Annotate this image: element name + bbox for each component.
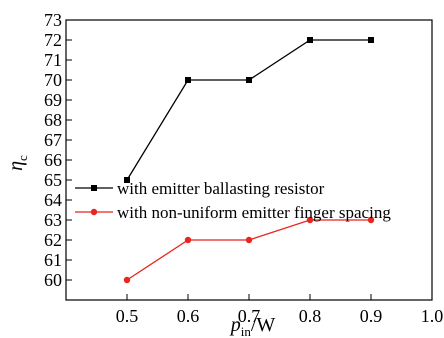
y-axis-label: ηc [5, 155, 30, 171]
y-tick-label: 69 [44, 90, 62, 110]
y-axis-label-sub: c [15, 155, 30, 161]
y-axis-label-main: η [5, 161, 27, 171]
series-1-point [368, 37, 374, 43]
y-tick-label: 63 [44, 210, 62, 230]
series-1-point [246, 77, 252, 83]
series-2-point [184, 236, 192, 244]
plot-frame [65, 19, 433, 301]
chart-axis-labels: pin/W ηc [5, 155, 275, 338]
y-tick-label: 64 [44, 190, 62, 210]
chart-axes [65, 19, 433, 301]
chart-ticks: 0.5 0.6 0.7 0.8 0.9 1.0 6061626364656667686970… [44, 10, 443, 326]
legend-2-marker [90, 208, 98, 216]
y-tick-label: 66 [44, 150, 62, 170]
y-tick-label: 68 [44, 110, 62, 130]
legend-1-marker [91, 185, 97, 191]
x-tick-label: 0.9 [360, 306, 383, 326]
y-tick-label: 72 [44, 30, 62, 50]
chart-series [123, 37, 375, 284]
legend-2-label: with non-uniform emitter finger spacing [117, 203, 391, 222]
x-tick-label: 0.5 [116, 306, 139, 326]
y-tick-label: 70 [44, 70, 62, 90]
y-tick-label: 60 [44, 270, 62, 290]
x-axis-label-sub: in [241, 324, 252, 338]
legend-1-label: with emitter ballasting resistor [117, 179, 325, 198]
series-1-point [124, 177, 130, 183]
x-axis-label-suffix: /W [251, 314, 276, 336]
x-tick-label: 0.8 [299, 306, 322, 326]
series-1-line [126, 39, 371, 181]
y-tick-label: 73 [44, 10, 62, 30]
y-tick-label: 62 [44, 230, 62, 250]
x-tick-label: 1.0 [421, 306, 444, 326]
series-2-line [126, 219, 371, 281]
x-tick-label: 0.7 [238, 306, 261, 326]
series-1-point [185, 77, 191, 83]
chart-legend: with emitter ballasting resistor with non… [75, 179, 391, 222]
y-tick-label: 71 [44, 50, 62, 70]
y-tick-label: 65 [44, 170, 62, 190]
series-2-point [306, 216, 314, 224]
x-axis-label: pin/W [229, 314, 276, 338]
series-2-point [245, 236, 253, 244]
y-tick-label: 67 [44, 130, 62, 150]
x-axis-label-main: p [229, 314, 241, 336]
series-2-point [123, 276, 131, 284]
x-tick-label: 0.6 [177, 306, 200, 326]
series-1-point [307, 37, 313, 43]
series-2-point [367, 216, 375, 224]
y-tick-label: 61 [44, 250, 62, 270]
